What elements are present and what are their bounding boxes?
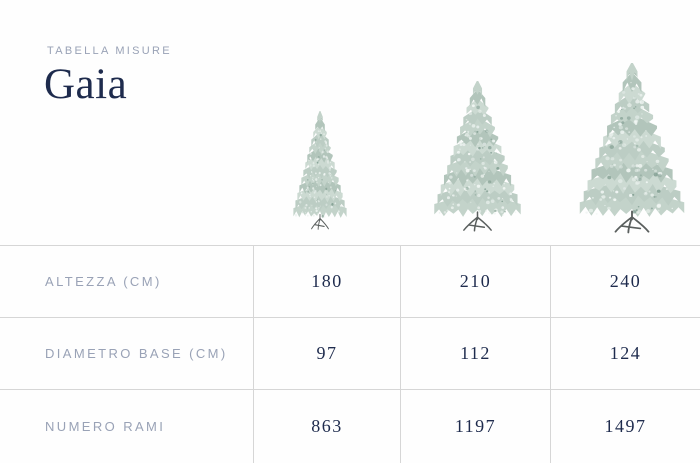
row-label-altezza: ALTEZZA (CM): [0, 245, 253, 317]
table-cell-altezza-180: 180: [253, 245, 400, 317]
christmas-tree-image-small: [293, 111, 347, 230]
table-cell-altezza-240: 240: [550, 245, 700, 317]
product-title: Gaia: [44, 61, 128, 108]
table-cell-diametro-97: 97: [253, 317, 400, 389]
table-cell-diametro-112: 112: [400, 317, 550, 389]
christmas-tree-image-large: [579, 63, 685, 234]
table-cell-rami-1497: 1497: [550, 389, 700, 463]
table-cell-diametro-124: 124: [550, 317, 700, 389]
size-table: ALTEZZA (CM) 180 210 240 DIAMETRO BASE (…: [0, 245, 700, 463]
table-cell-rami-1197: 1197: [400, 389, 550, 463]
table-cell-rami-863: 863: [253, 389, 400, 463]
christmas-tree-image-medium: [434, 81, 521, 232]
row-label-diametro-base: DIAMETRO BASE (CM): [0, 317, 253, 389]
table-cell-altezza-210: 210: [400, 245, 550, 317]
row-label-numero-rami: NUMERO RAMI: [0, 389, 253, 463]
table-eyebrow-label: TABELLA MISURE: [47, 45, 172, 57]
